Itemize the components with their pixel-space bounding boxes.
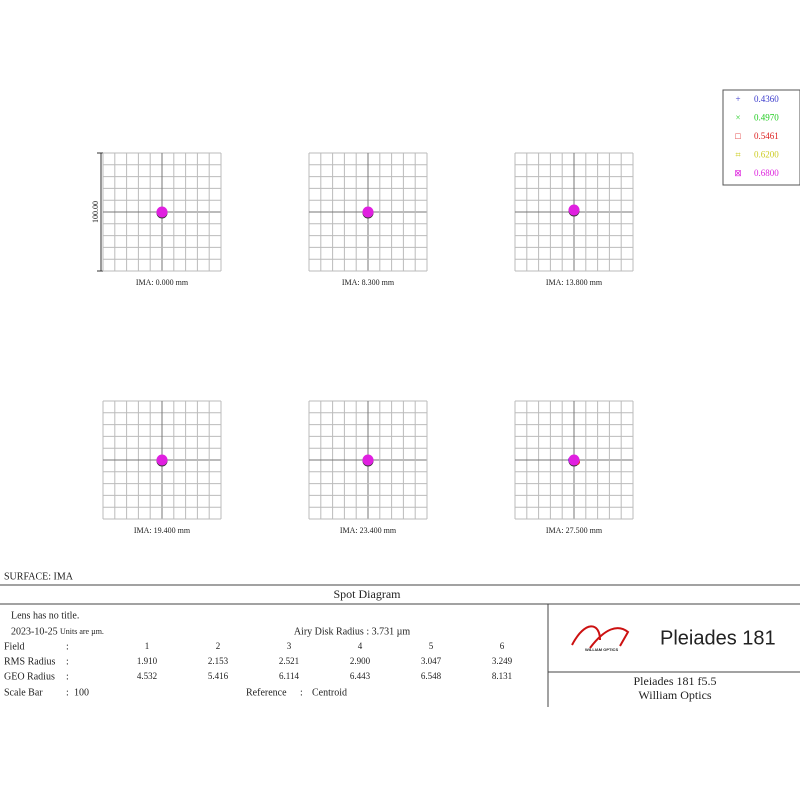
scale-bar-label: 100.00 [91,201,100,223]
spot [362,206,374,218]
legend-label: 0.6800 [754,168,779,178]
scale-bar-info-label: Scale Bar [4,687,43,698]
legend-label: 0.4360 [754,94,779,104]
spot [568,454,580,466]
separator: : [66,671,69,682]
cell: 2.900 [350,656,371,666]
row-label: GEO Radius [4,671,55,682]
separator: : [66,641,69,652]
reference-label: Reference [246,687,287,698]
spot [362,454,374,466]
model: Pleiades 181 f5.5 [634,674,717,688]
cell: 1.910 [137,656,158,666]
cell: 3.047 [421,656,442,666]
cell: 5 [429,641,434,651]
legend-symbol: + [735,94,740,104]
legend-symbol: ⊠ [734,168,742,178]
date: 2023-10-25 [11,626,58,637]
cell: 6.443 [350,671,371,681]
lens-title: Lens has no title. [11,610,79,621]
cell: 8.131 [492,671,512,681]
logo [571,625,630,649]
cell: 1 [145,641,150,651]
reference-value: Centroid [312,687,347,698]
legend-symbol: × [735,113,740,123]
separator: : [66,687,69,698]
surface-label: SURFACE: IMA [4,571,74,582]
logo-text: WILLIAM OPTICS [585,647,618,652]
legend-label: 0.4970 [754,113,779,123]
cell: 6.114 [279,671,299,681]
maker: William Optics [638,688,712,702]
separator: : [300,687,303,698]
row-label: RMS Radius [4,656,56,667]
panel-label: IMA: 0.000 mm [136,278,189,287]
units: Units are µm. [60,627,104,636]
legend-symbol: □ [735,131,741,141]
spot [156,454,168,466]
row-label: Field [4,641,25,652]
legend-label: 0.6200 [754,150,779,160]
cell: 2.521 [279,656,299,666]
spot [156,206,168,218]
cell: 2.153 [208,656,229,666]
scale-bar-info-value: 100 [74,687,89,698]
panel-label: IMA: 13.800 mm [546,278,603,287]
airy-radius: Airy Disk Radius : 3.731 µm [294,626,411,637]
cell: 2 [216,641,221,651]
cell: 4 [358,641,363,651]
panel-label: IMA: 23.400 mm [340,526,397,535]
panel-label: IMA: 27.500 mm [546,526,603,535]
cell: 3 [287,641,292,651]
cell: 3.249 [492,656,513,666]
report-title: Spot Diagram [334,587,402,601]
cell: 5.416 [208,671,229,681]
spot [568,204,580,216]
cell: 6 [500,641,505,651]
cell: 4.532 [137,671,157,681]
panel-label: IMA: 8.300 mm [342,278,395,287]
legend-symbol: ⌗ [735,150,740,160]
separator: : [66,656,69,667]
cell: 6.548 [421,671,442,681]
product-name: Pleiades 181 [660,627,776,649]
panel-label: IMA: 19.400 mm [134,526,191,535]
legend-label: 0.5461 [754,131,779,141]
legend-box [722,89,800,186]
